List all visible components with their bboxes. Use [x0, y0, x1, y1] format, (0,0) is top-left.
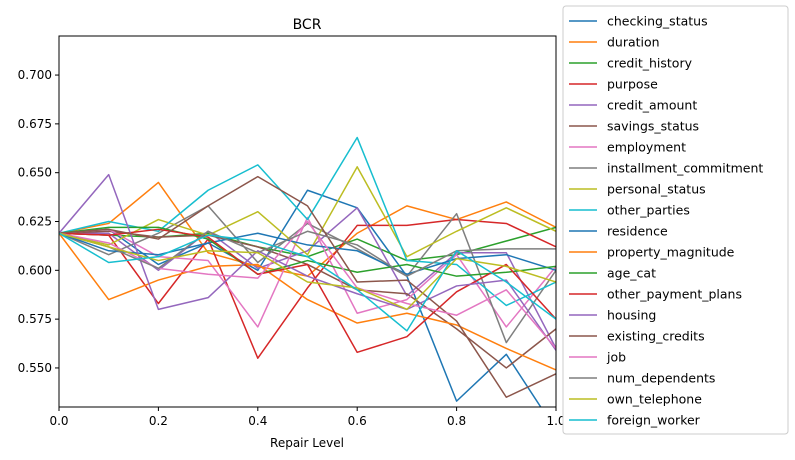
legend-label: property_magnitude — [607, 245, 735, 260]
x-tick-label: 1.0 — [546, 414, 565, 428]
x-axis-title: Repair Level — [270, 436, 344, 450]
series-line-residence — [59, 232, 556, 275]
series-line-purpose — [59, 218, 556, 359]
legend-label: age_cat — [607, 266, 656, 281]
series-layer — [59, 136, 556, 407]
legend-label: checking_status — [607, 14, 708, 29]
legend-label: foreign_worker — [607, 413, 701, 428]
series-line-num-dependents — [59, 230, 556, 277]
series-line-housing — [59, 173, 556, 351]
x-tick-label: 0.6 — [348, 414, 367, 428]
legend-label: residence — [607, 224, 668, 239]
legend-label: other_parties — [607, 203, 690, 218]
legend-label: credit_amount — [607, 98, 697, 113]
series-line-foreign-worker — [59, 232, 556, 332]
series-line-job — [59, 220, 556, 349]
series-line-property-magnitude — [59, 232, 556, 371]
series-line-other-payment-plans — [59, 228, 556, 354]
legend-label: savings_status — [607, 119, 699, 134]
legend-label: own_telephone — [607, 392, 702, 407]
legend-label: housing — [607, 308, 656, 323]
legend-items: checking_status duration credit_historypur… — [569, 14, 763, 428]
y-axis: 0.550 0.575 0.600 0.625 0.650 0.675 0.700 — [18, 68, 59, 375]
x-axis: 0.0 0.2 0.4 0.6 0.8 1.0 — [49, 407, 566, 428]
y-tick-label: 0.625 — [18, 215, 52, 229]
y-tick-label: 0.650 — [18, 166, 52, 180]
legend-label: existing_credits — [607, 329, 705, 344]
y-tick-label: 0.700 — [18, 68, 52, 82]
legend-label: employment — [607, 140, 686, 155]
series-line-age-cat — [59, 226, 556, 277]
legend-label: job — [606, 350, 626, 365]
legend-label: installment_commitment — [607, 161, 763, 176]
legend-label: other_payment_plans — [607, 287, 742, 302]
x-tick-label: 0.4 — [248, 414, 267, 428]
y-tick-label: 0.600 — [18, 263, 52, 277]
legend-label: num_dependents — [607, 371, 715, 386]
y-tick-label: 0.575 — [18, 312, 52, 326]
legend-label: purpose — [607, 77, 658, 92]
y-tick-label: 0.550 — [18, 361, 52, 375]
x-tick-label: 0.2 — [149, 414, 168, 428]
chart-title: BCR — [293, 17, 322, 33]
legend: checking_status duration credit_historypur… — [562, 5, 789, 435]
legend-label: credit_history — [607, 56, 693, 71]
legend-label: duration — [607, 35, 660, 50]
x-tick-label: 0.0 — [49, 414, 68, 428]
legend-frame — [562, 5, 789, 435]
x-tick-label: 0.8 — [447, 414, 466, 428]
legend-label: personal_status — [607, 182, 706, 197]
y-tick-label: 0.675 — [18, 117, 52, 131]
series-line-existing-credits — [59, 175, 556, 398]
